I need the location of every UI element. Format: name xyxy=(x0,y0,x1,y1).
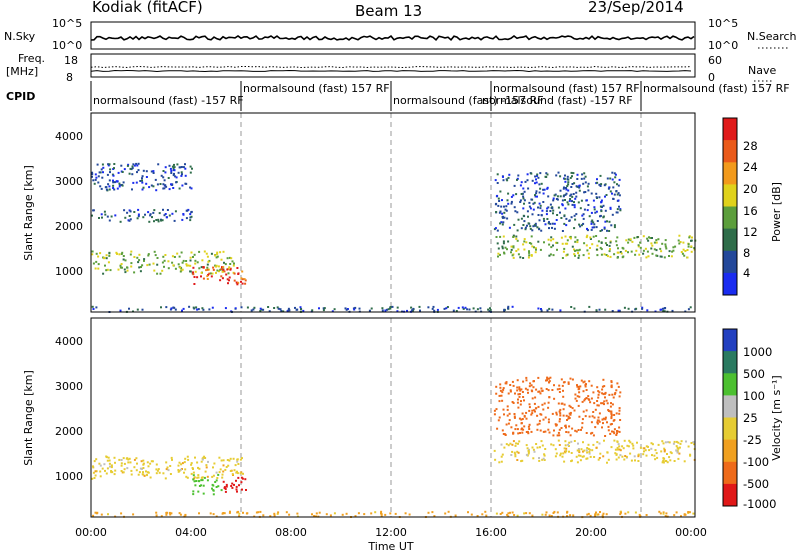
power-ytick-2000: 2000 xyxy=(55,220,83,233)
freq-unit: [MHz] xyxy=(6,65,38,78)
colorbar-swatch xyxy=(723,351,737,374)
colorbar-swatch xyxy=(723,417,737,441)
echo-band xyxy=(493,171,622,232)
velocity-cb-label: Velocity [m s⁻¹] xyxy=(770,375,783,460)
colorbar-swatch xyxy=(723,162,737,185)
nave-tick-bottom: 0 xyxy=(708,71,715,84)
velocity-ytick-3000: 3000 xyxy=(55,380,83,393)
velocity-cb-tick-neg500: -500 xyxy=(743,477,769,491)
nsearch-tick-bottom: 10^0 xyxy=(708,39,738,52)
velocity-panel: Slant Range [km] 1000 2000 3000 4000 xyxy=(22,317,696,519)
xtick-0000: 00:00 xyxy=(75,526,107,539)
velocity-cb-tick-neg100: -100 xyxy=(743,455,769,469)
colorbar-swatch xyxy=(723,461,737,485)
nsky-label: N.Sky xyxy=(4,30,36,43)
power-cb-label: Power [dB] xyxy=(770,182,783,242)
nsearch-label: N.Search xyxy=(747,30,797,43)
echo-band xyxy=(91,162,193,192)
echo-band xyxy=(493,376,622,437)
station-title: Kodiak (fitACF) xyxy=(92,0,203,16)
cpid-segment-4: normalsound (fast) 157 RF xyxy=(493,82,640,95)
colorbar-swatch xyxy=(723,250,737,274)
freq-trace xyxy=(90,69,692,73)
power-panel: Slant Range [km] 1000 2000 3000 4000 xyxy=(22,112,697,313)
colorbar-swatch xyxy=(723,140,737,163)
velocity-cb-tick-neg25: -25 xyxy=(743,433,762,447)
velocity-colorbar: 1000 500 100 25 -25 -100 -500 -1000 Velo… xyxy=(722,328,783,511)
nsky-panel: N.Sky 10^5 10^0 10^5 10^0 N.Search xyxy=(4,17,797,52)
colorbar-swatch xyxy=(723,483,737,507)
velocity-cb-tick-1000: 1000 xyxy=(743,345,772,359)
echo-band xyxy=(192,473,223,496)
velocity-cb-tick-25: 25 xyxy=(743,411,758,425)
velocity-cb-tick-100: 100 xyxy=(743,389,765,403)
cpid-segment-1: normalsound (fast) -157 RF xyxy=(93,94,244,107)
colorbar-swatch xyxy=(723,184,737,207)
echo-band xyxy=(91,455,244,480)
cpid-segment-2: normalsound (fast) 157 RF xyxy=(243,82,390,95)
cpid-label: CPID xyxy=(6,90,35,103)
xtick-0400: 04:00 xyxy=(175,526,207,539)
colorbar-swatch xyxy=(723,206,737,230)
colorbar-swatch xyxy=(723,272,737,296)
cpid-strip: CPID normalsound (fast) -157 RF normalso… xyxy=(6,81,790,111)
cpid-segment-5: normalsound (fast) -157 RF xyxy=(482,94,633,107)
velocity-ytick-1000: 1000 xyxy=(55,470,83,483)
power-cb-tick-16: 16 xyxy=(743,204,758,218)
power-heatmap xyxy=(91,113,697,313)
date-title: 23/Sep/2014 xyxy=(588,0,684,16)
power-ytick-3000: 3000 xyxy=(55,175,83,188)
xtick-2400: 00:00 xyxy=(675,526,707,539)
xtick-0800: 08:00 xyxy=(275,526,307,539)
xtick-2000: 20:00 xyxy=(575,526,607,539)
velocity-ytick-2000: 2000 xyxy=(55,425,83,438)
colorbar-swatch xyxy=(723,329,737,352)
echo-band xyxy=(222,476,247,493)
freq-panel: Freq. [MHz] 18 8 60 0 Nave xyxy=(6,52,776,84)
power-cb-tick-28: 28 xyxy=(743,139,758,153)
power-cb-tick-4: 4 xyxy=(743,266,750,280)
power-cb-tick-24: 24 xyxy=(743,160,758,174)
power-cb-tick-20: 20 xyxy=(743,182,758,196)
colorbar-swatch xyxy=(723,395,737,418)
echo-band xyxy=(495,234,697,259)
freq-tick-bottom: 8 xyxy=(66,71,73,84)
xtick-1600: 16:00 xyxy=(475,526,507,539)
nave-trace xyxy=(90,65,692,69)
cpid-segment-3: normalsound (fast) -157 RF xyxy=(393,94,544,107)
beam-title: Beam 13 xyxy=(355,2,422,20)
power-cb-tick-12: 12 xyxy=(743,225,758,239)
power-ytick-1000: 1000 xyxy=(55,265,83,278)
velocity-ytick-4000: 4000 xyxy=(55,335,83,348)
nsky-trace xyxy=(90,34,695,42)
power-cb-tick-8: 8 xyxy=(743,246,750,260)
colorbar-swatch xyxy=(723,228,737,252)
echo-band xyxy=(91,250,235,275)
xtick-1200: 12:00 xyxy=(375,526,407,539)
echo-band xyxy=(192,266,247,286)
velocity-cb-tick-500: 500 xyxy=(743,367,765,381)
echo-band xyxy=(91,208,193,223)
time-axis: 00:00 04:00 08:00 12:00 16:00 20:00 00:0… xyxy=(75,526,707,553)
colorbar-swatch xyxy=(723,373,737,396)
velocity-cb-tick-neg1000: -1000 xyxy=(743,497,776,511)
echo-band xyxy=(493,439,696,464)
nave-label: Nave xyxy=(748,64,776,77)
power-ylabel: Slant Range [km] xyxy=(22,165,35,261)
nsky-tick-top: 10^5 xyxy=(52,17,82,30)
velocity-ylabel: Slant Range [km] xyxy=(22,370,35,466)
xlabel: Time UT xyxy=(367,540,413,553)
colorbar-swatch xyxy=(723,439,737,463)
nsky-tick-bottom: 10^0 xyxy=(52,39,82,52)
velocity-heatmap xyxy=(91,318,696,519)
nsearch-tick-top: 10^5 xyxy=(708,17,738,30)
power-colorbar: 4 8 12 16 20 24 28 Power [dB] xyxy=(722,117,783,296)
cpid-segment-6: normalsound (fast) 157 RF xyxy=(643,82,790,95)
freq-tick-top: 18 xyxy=(64,54,78,67)
colorbar-swatch xyxy=(723,118,737,141)
power-ytick-4000: 4000 xyxy=(55,130,83,143)
freq-label: Freq. xyxy=(18,52,45,65)
nave-tick-top: 60 xyxy=(708,54,722,67)
